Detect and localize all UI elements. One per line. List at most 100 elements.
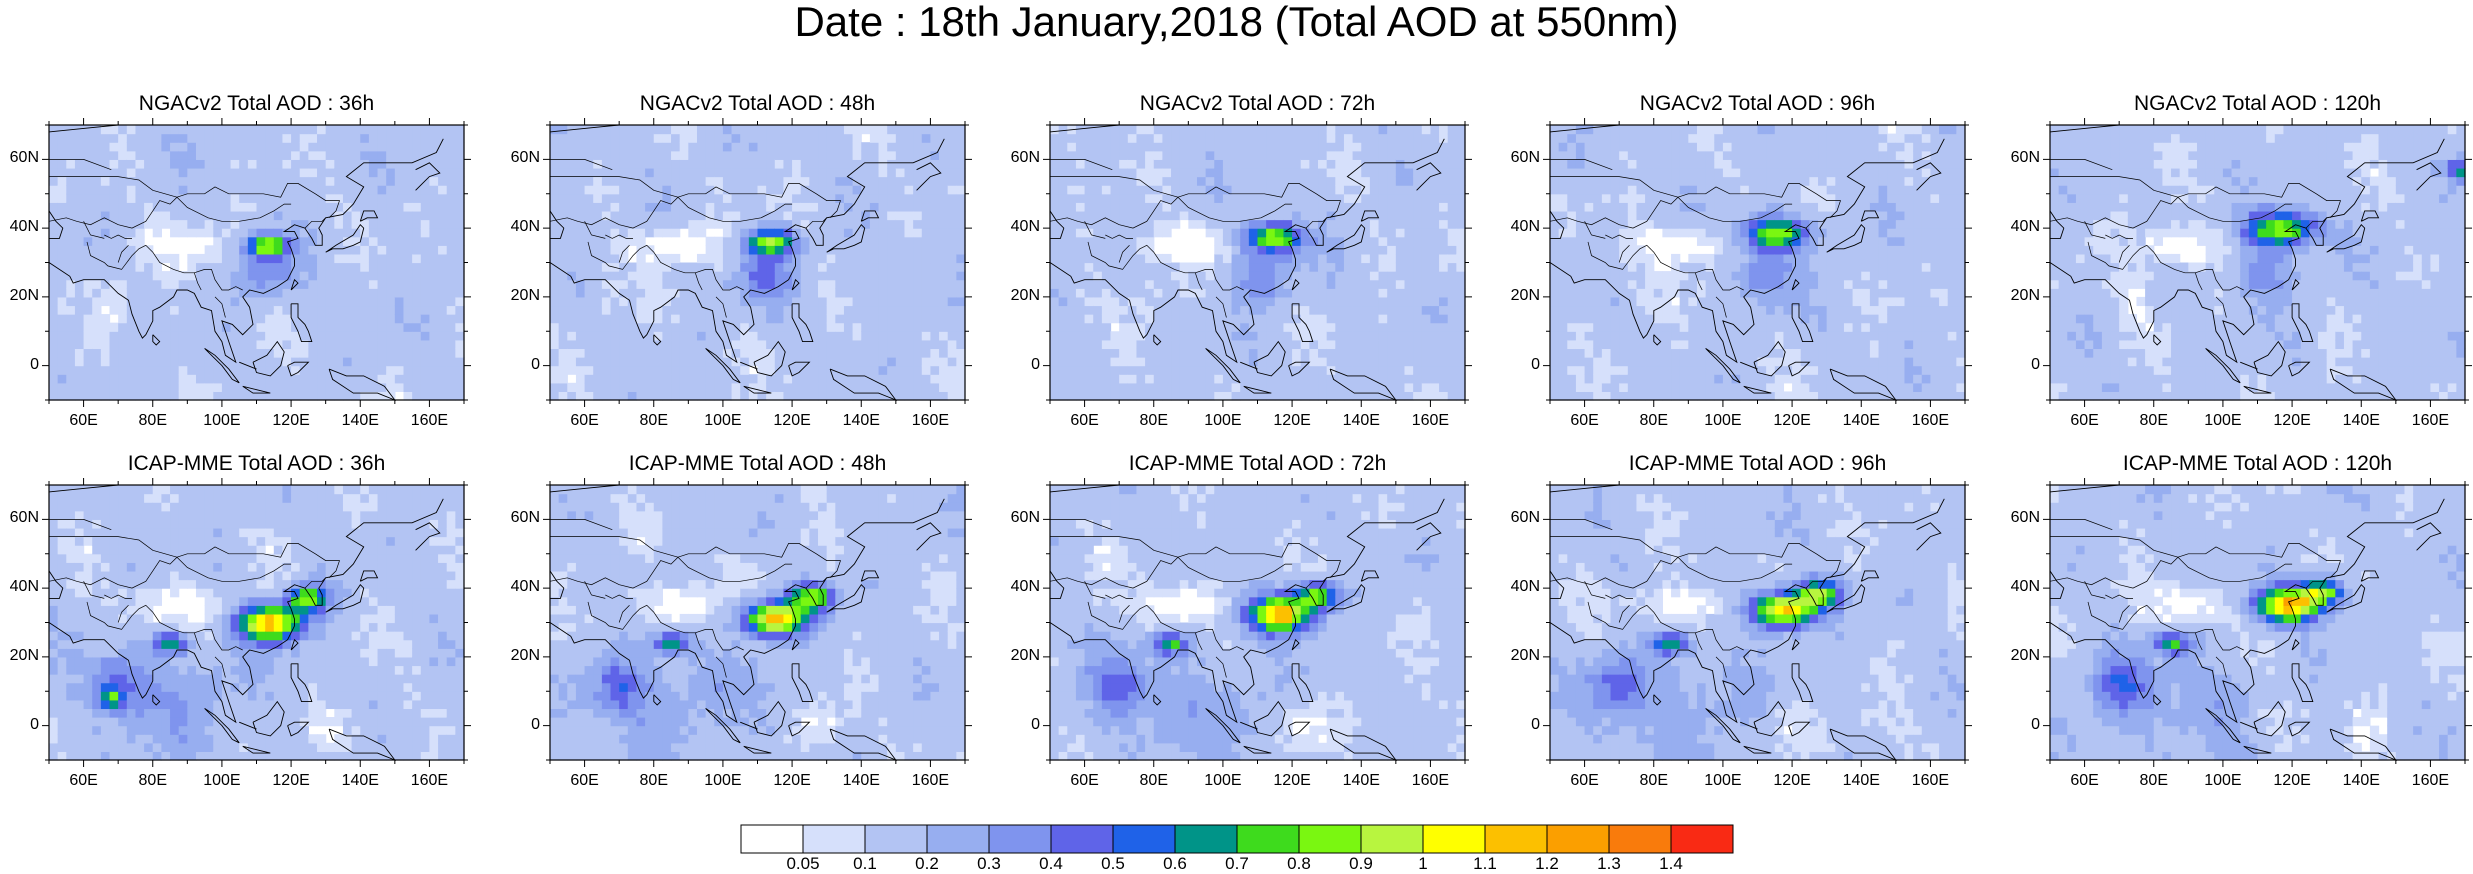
aod-cell bbox=[1179, 357, 1189, 367]
aod-cell bbox=[766, 382, 776, 392]
aod-cell bbox=[601, 219, 612, 229]
aod-cell bbox=[1421, 357, 1432, 367]
aod-cell bbox=[92, 296, 102, 307]
aod-cell bbox=[1413, 210, 1423, 221]
country-border-line bbox=[1049, 183, 1341, 229]
aod-cell bbox=[818, 202, 828, 212]
aod-cell bbox=[118, 305, 128, 315]
aod-cell bbox=[1292, 125, 1302, 135]
aod-cell bbox=[144, 253, 154, 264]
aod-cell bbox=[1361, 185, 1371, 195]
lon-tick-label: 80E bbox=[639, 412, 668, 429]
aod-cell bbox=[1378, 185, 1388, 195]
aod-cell bbox=[195, 185, 206, 195]
aod-cell bbox=[947, 150, 957, 160]
aod-cell bbox=[1430, 245, 1440, 255]
aod-cell bbox=[852, 288, 862, 298]
aod-cell bbox=[1179, 142, 1189, 152]
aod-cell bbox=[1067, 202, 1077, 212]
aod-cell bbox=[420, 288, 431, 298]
aod-cell bbox=[852, 159, 862, 169]
aod-cell bbox=[403, 374, 413, 384]
aod-cell bbox=[619, 253, 629, 264]
aod-cell bbox=[645, 314, 655, 324]
aod-cell bbox=[1050, 142, 1060, 152]
aod-cell bbox=[438, 236, 448, 246]
aod-cell bbox=[1456, 133, 1466, 143]
aod-cell bbox=[567, 159, 577, 169]
aod-cell bbox=[740, 365, 750, 375]
aod-cell bbox=[1188, 167, 1198, 178]
aod-cell bbox=[1067, 365, 1077, 375]
aod-cell bbox=[956, 271, 966, 281]
aod-cell bbox=[317, 210, 327, 221]
aod-cell bbox=[1145, 374, 1155, 384]
aod-cell bbox=[584, 331, 594, 341]
aod-cell bbox=[1335, 322, 1345, 332]
aod-cell bbox=[826, 176, 836, 186]
aod-cell bbox=[438, 125, 448, 135]
aod-cell bbox=[1575, 142, 1586, 152]
aod-cell bbox=[195, 167, 206, 178]
aod-cell bbox=[1050, 193, 1060, 203]
aod-cell bbox=[187, 296, 197, 307]
aod-cell bbox=[1421, 133, 1432, 143]
aod-cell bbox=[195, 314, 206, 324]
aod-cell bbox=[878, 253, 888, 264]
aod-cell bbox=[705, 176, 715, 186]
aod-cell bbox=[1369, 236, 1380, 246]
aod-cell bbox=[1050, 271, 1060, 281]
aod-cell bbox=[334, 374, 344, 384]
aod-cell bbox=[334, 348, 344, 358]
aod-cell bbox=[1558, 236, 1568, 246]
aod-cell bbox=[714, 382, 724, 392]
aod-cell bbox=[368, 382, 379, 392]
aod-cell bbox=[1318, 125, 1328, 135]
aod-cell bbox=[187, 305, 197, 315]
aod-cell bbox=[1162, 133, 1172, 143]
aod-cell bbox=[368, 391, 379, 401]
aod-cell bbox=[705, 279, 715, 289]
aod-cell bbox=[645, 167, 655, 178]
aod-cell bbox=[1240, 374, 1250, 384]
aod-cell bbox=[1162, 253, 1172, 264]
aod-cell bbox=[135, 185, 145, 195]
aod-cell bbox=[1058, 357, 1068, 367]
aod-cell bbox=[818, 125, 828, 135]
aod-cell bbox=[57, 142, 67, 152]
aod-cell bbox=[1101, 193, 1112, 203]
aod-cell bbox=[930, 331, 940, 341]
aod-cell bbox=[921, 253, 932, 264]
aod-cell bbox=[1404, 357, 1414, 367]
aod-cell bbox=[705, 210, 715, 221]
aod-cell bbox=[1231, 125, 1241, 135]
aod-cell bbox=[66, 219, 76, 229]
aod-cell bbox=[1222, 159, 1233, 169]
aod-cell bbox=[161, 219, 171, 229]
aod-cell bbox=[420, 167, 431, 178]
aod-cell bbox=[714, 365, 724, 375]
aod-cell bbox=[204, 365, 214, 375]
aod-cell bbox=[334, 193, 344, 203]
aod-cell bbox=[1196, 142, 1207, 152]
aod-cell bbox=[1145, 159, 1155, 169]
coastline-line bbox=[325, 223, 365, 253]
aod-cell bbox=[792, 382, 802, 392]
aod-cell bbox=[740, 142, 750, 152]
aod-cell bbox=[800, 357, 810, 367]
aod-cell bbox=[282, 150, 292, 160]
aod-cell bbox=[420, 193, 431, 203]
aod-cell bbox=[593, 382, 603, 392]
aod-cell bbox=[714, 133, 724, 143]
aod-cell bbox=[247, 210, 258, 221]
aod-cell bbox=[1584, 253, 1594, 264]
aod-cell bbox=[438, 210, 448, 221]
aod-cell bbox=[1300, 391, 1310, 401]
aod-cell bbox=[213, 348, 223, 358]
aod-cell bbox=[1439, 331, 1449, 341]
aod-cell bbox=[429, 125, 439, 135]
aod-cell bbox=[351, 245, 361, 255]
aod-cell bbox=[1335, 193, 1345, 203]
aod-cell bbox=[49, 133, 59, 143]
aod-cell bbox=[826, 279, 836, 289]
